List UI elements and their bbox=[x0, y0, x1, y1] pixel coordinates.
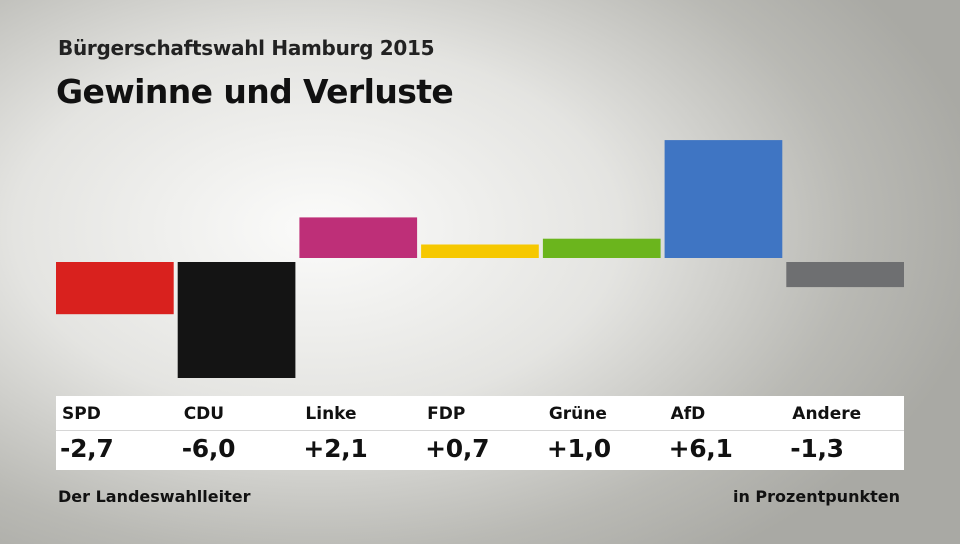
bar-spd bbox=[56, 262, 174, 315]
results-table: SPD -2,7 CDU -6,0 Linke +2,1 FDP +0,7 Grüne +1,0 A… bbox=[56, 396, 904, 470]
bar-andere bbox=[786, 262, 904, 288]
party-name: Linke bbox=[305, 404, 357, 424]
party-value: -6,0 bbox=[181, 434, 236, 463]
party-value: +0,7 bbox=[425, 434, 490, 463]
chart-subtitle: Bürgerschaftswahl Hamburg 2015 bbox=[58, 36, 435, 60]
party-value: -1,3 bbox=[790, 434, 844, 463]
bar-gr-ne bbox=[542, 238, 661, 258]
bar-cdu bbox=[177, 262, 296, 378]
party-value: +6,1 bbox=[668, 434, 733, 463]
source-label: Der Landeswahlleiter bbox=[58, 487, 251, 506]
party-value: -2,7 bbox=[60, 434, 114, 463]
party-name: SPD bbox=[62, 404, 101, 424]
chart-title: Gewinne und Verluste bbox=[56, 72, 454, 111]
party-name: FDP bbox=[427, 404, 466, 424]
bar-linke bbox=[299, 217, 418, 258]
table-separator bbox=[56, 430, 904, 431]
unit-label: in Prozentpunkten bbox=[732, 487, 900, 506]
bar-fdp bbox=[421, 244, 539, 258]
party-name: CDU bbox=[183, 404, 225, 424]
party-name: Grüne bbox=[548, 404, 607, 424]
bar-afd bbox=[664, 140, 783, 258]
party-value: +2,1 bbox=[303, 434, 368, 463]
party-name: AfD bbox=[670, 404, 706, 424]
party-name: Andere bbox=[792, 404, 862, 424]
party-value: +1,0 bbox=[546, 434, 611, 463]
